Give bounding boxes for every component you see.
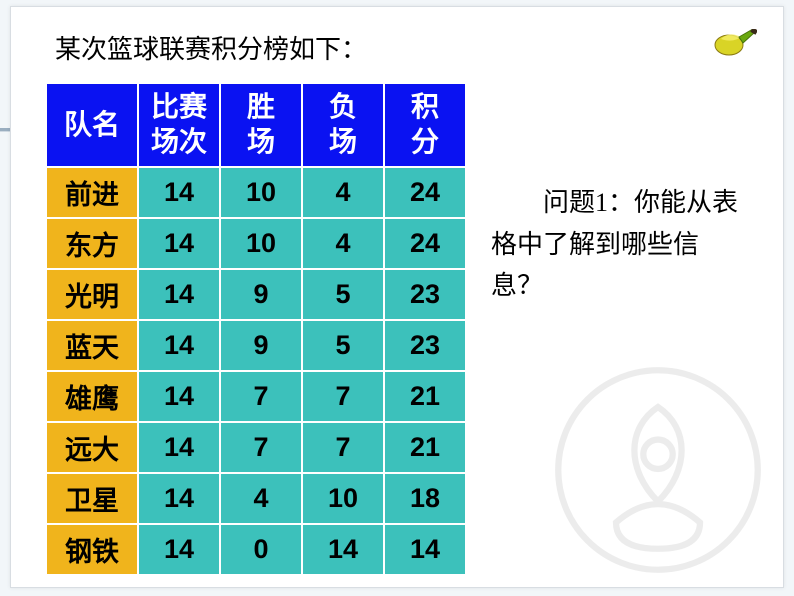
- team-name-cell: 蓝天: [46, 320, 138, 371]
- data-cell: 10: [220, 218, 302, 269]
- data-cell: 23: [384, 320, 466, 371]
- data-cell: 14: [138, 422, 220, 473]
- table-header-cell: 积分: [384, 83, 466, 167]
- table-header-cell: 队名: [46, 83, 138, 167]
- data-cell: 10: [302, 473, 384, 524]
- data-cell: 21: [384, 371, 466, 422]
- table-row: 远大147721: [46, 422, 466, 473]
- data-cell: 9: [220, 269, 302, 320]
- data-cell: 7: [302, 371, 384, 422]
- table-header-row: 队名比赛场次胜场负场积分: [46, 83, 466, 167]
- table-row: 钢铁1401414: [46, 524, 466, 575]
- data-cell: 10: [220, 167, 302, 218]
- data-cell: 14: [384, 524, 466, 575]
- data-cell: 0: [220, 524, 302, 575]
- data-cell: 24: [384, 218, 466, 269]
- data-cell: 7: [220, 422, 302, 473]
- team-name-cell: 卫星: [46, 473, 138, 524]
- data-cell: 5: [302, 269, 384, 320]
- data-cell: 14: [138, 167, 220, 218]
- content-row: 队名比赛场次胜场负场积分 前进1410424东方1410424光明149523蓝…: [45, 82, 753, 576]
- page-title: 某次篮球联赛积分榜如下：: [55, 29, 753, 66]
- data-cell: 14: [138, 320, 220, 371]
- data-cell: 9: [220, 320, 302, 371]
- data-cell: 4: [302, 167, 384, 218]
- question-content: 问题1：你能从表格中了解到哪些信息？: [491, 188, 738, 300]
- team-name-cell: 东方: [46, 218, 138, 269]
- data-cell: 14: [138, 524, 220, 575]
- table-row: 东方1410424: [46, 218, 466, 269]
- table-header-cell: 比赛场次: [138, 83, 220, 167]
- data-cell: 14: [138, 371, 220, 422]
- data-cell: 14: [138, 473, 220, 524]
- team-name-cell: 光明: [46, 269, 138, 320]
- table-row: 蓝天149523: [46, 320, 466, 371]
- team-name-cell: 钢铁: [46, 524, 138, 575]
- data-cell: 7: [302, 422, 384, 473]
- data-cell: 21: [384, 422, 466, 473]
- standings-table: 队名比赛场次胜场负场积分 前进1410424东方1410424光明149523蓝…: [45, 82, 467, 576]
- table-header-cell: 负场: [302, 83, 384, 167]
- team-name-cell: 远大: [46, 422, 138, 473]
- table-row: 光明149523: [46, 269, 466, 320]
- data-cell: 7: [220, 371, 302, 422]
- data-cell: 18: [384, 473, 466, 524]
- team-name-cell: 雄鹰: [46, 371, 138, 422]
- data-cell: 14: [138, 218, 220, 269]
- question-text: 问题1：你能从表格中了解到哪些信息？: [491, 182, 741, 307]
- team-name-cell: 前进: [46, 167, 138, 218]
- brush-icon: [713, 29, 757, 59]
- data-cell: 23: [384, 269, 466, 320]
- table-row: 雄鹰147721: [46, 371, 466, 422]
- data-cell: 5: [302, 320, 384, 371]
- slide-container: 某次篮球联赛积分榜如下： 队名比赛场次胜场负场积分 前进1410424东方141…: [10, 6, 784, 588]
- table-row: 卫星1441018: [46, 473, 466, 524]
- data-cell: 4: [302, 218, 384, 269]
- data-cell: 4: [220, 473, 302, 524]
- table-header-cell: 胜场: [220, 83, 302, 167]
- data-cell: 14: [302, 524, 384, 575]
- table-row: 前进1410424: [46, 167, 466, 218]
- data-cell: 14: [138, 269, 220, 320]
- data-cell: 24: [384, 167, 466, 218]
